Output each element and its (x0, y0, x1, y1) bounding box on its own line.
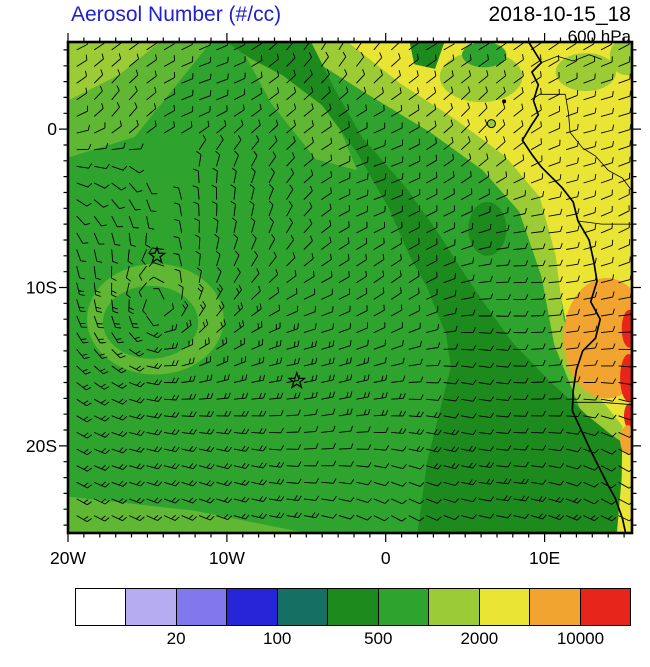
colorbar-cell (126, 589, 177, 625)
contour-region (621, 309, 632, 348)
x-tick-label: 20W (50, 548, 86, 568)
wind-barbs (76, 42, 632, 522)
country-border (572, 401, 632, 406)
colorbar-cell (328, 589, 379, 625)
colorbar-cell (277, 589, 329, 625)
contour-region (609, 42, 632, 76)
map-plot: 20W 10W 0 10E 0 10S 20S (26, 33, 641, 568)
contour-region (624, 403, 632, 429)
contour-region (68, 496, 307, 533)
colorbar-cell (378, 589, 430, 625)
y-tick-label: 0 (47, 119, 57, 139)
contour-region (306, 42, 632, 446)
colorbar-tick-label: 500 (364, 629, 393, 648)
valid-datetime: 2018-10-15_18 (488, 3, 631, 26)
contour-region (620, 425, 632, 454)
contour-region (303, 42, 632, 465)
y-tick-label: 20S (26, 436, 57, 456)
x-tick-label: 10E (529, 548, 560, 568)
colorbar-cell (479, 589, 531, 625)
colorbar (75, 588, 631, 626)
country-border (541, 54, 602, 63)
colorbar-tick-label: 10000 (556, 629, 605, 648)
map-layers (68, 42, 632, 533)
x-tick-label: 10W (209, 548, 245, 568)
colorbar-cell (176, 589, 228, 625)
contour-region (409, 42, 445, 69)
contour-region (68, 42, 161, 101)
x-tick-label: 0 (381, 548, 391, 568)
contour-region (563, 278, 632, 399)
island (502, 99, 507, 104)
country-border (577, 220, 632, 225)
y-tick-label: 10S (26, 278, 57, 298)
colorbar-cell (429, 589, 480, 625)
colorbar-tick-label: 20 (166, 629, 186, 648)
colorbar-cell (76, 589, 127, 625)
star-marker (287, 370, 307, 389)
plot-title: Aerosol Number (#/cc) (71, 3, 282, 26)
colorbar-cell (580, 589, 630, 625)
colorbar-tick-label: 2000 (460, 629, 499, 648)
star-marker (147, 245, 167, 264)
colorbar-labels: 20 100 500 2000 10000 (75, 629, 631, 651)
contour-region (226, 42, 632, 533)
colorbar-cell (530, 589, 581, 625)
country-border (539, 93, 571, 133)
contour-region (555, 53, 617, 92)
contour-region (238, 42, 358, 171)
island (486, 119, 496, 129)
contour-region (468, 202, 507, 256)
contour-region (620, 354, 632, 402)
colorbar-tick-label: 100 (262, 629, 292, 648)
axis-ticks (59, 33, 641, 542)
contour-region (462, 42, 507, 68)
colorbar-cell (227, 589, 278, 625)
contour-region (439, 51, 523, 103)
